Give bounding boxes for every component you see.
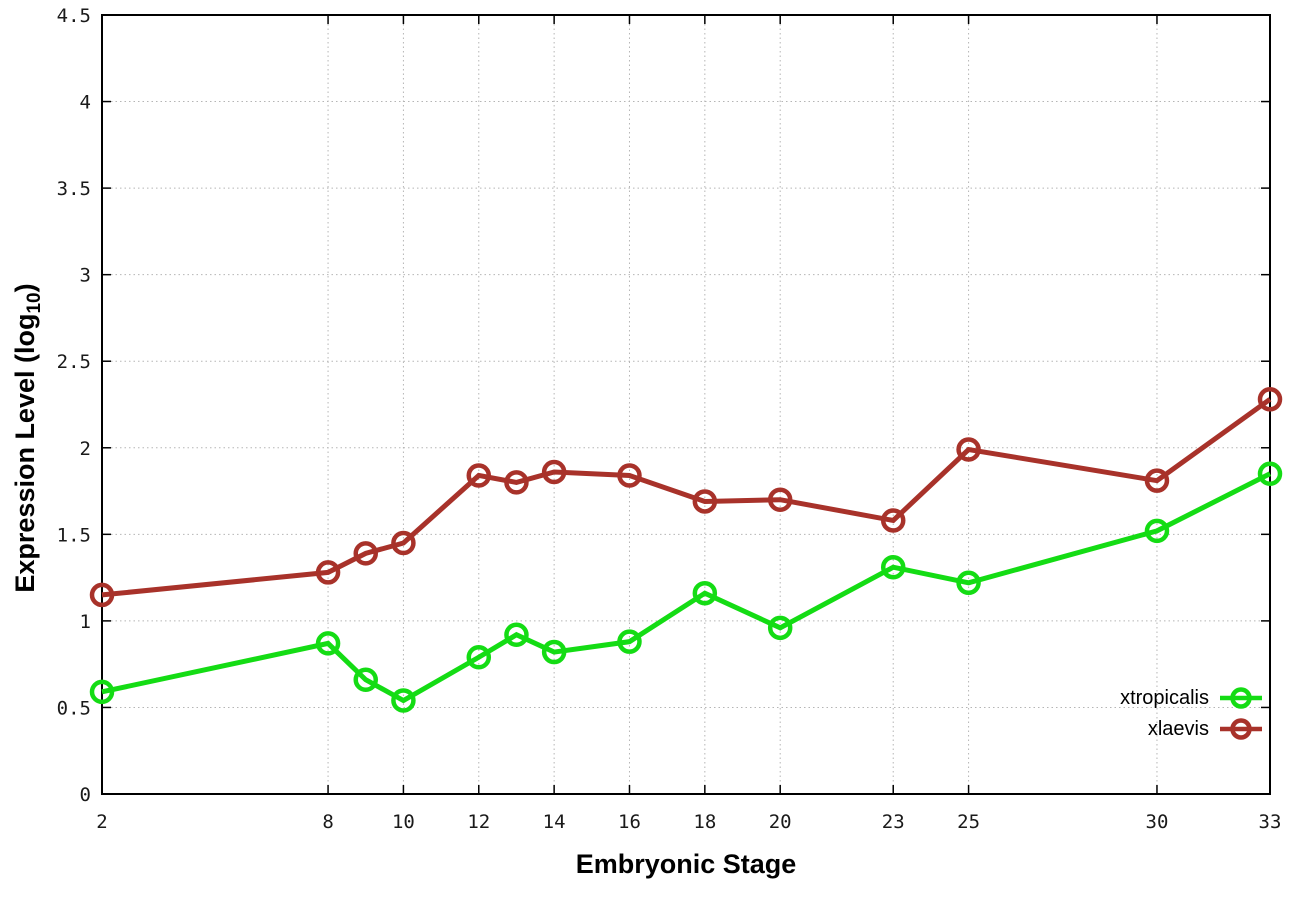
plot-frame bbox=[101, 14, 1271, 795]
data-point-xlaevis bbox=[956, 437, 981, 462]
data-point-xtropicalis bbox=[617, 629, 642, 654]
data-point-xlaevis bbox=[692, 489, 718, 514]
data-point-xtropicalis bbox=[353, 667, 378, 692]
x-tick-label: 30 bbox=[1146, 811, 1169, 833]
y-tick-label: 3 bbox=[80, 265, 91, 287]
data-point-xtropicalis bbox=[315, 631, 341, 656]
data-point-xlaevis bbox=[767, 487, 793, 512]
x-tick-label: 12 bbox=[467, 811, 490, 833]
data-point-xlaevis bbox=[1257, 387, 1283, 412]
data-point-xtropicalis bbox=[956, 570, 981, 596]
data-point-xtropicalis bbox=[466, 644, 492, 670]
series-line-xlaevis bbox=[101, 397, 1272, 598]
data-point-xlaevis bbox=[541, 459, 567, 485]
legend-sample-xtropicalis bbox=[1220, 687, 1262, 709]
x-tick-label: 20 bbox=[769, 811, 792, 833]
data-point-xtropicalis bbox=[1257, 461, 1283, 486]
y-axis-title-text: Expression Level (log bbox=[9, 313, 40, 593]
y-tick-label: 4.5 bbox=[57, 5, 91, 27]
data-point-xtropicalis bbox=[692, 580, 718, 606]
x-tick-label: 8 bbox=[322, 811, 333, 833]
legend-label: xlaevis bbox=[1147, 718, 1209, 740]
data-point-xtropicalis bbox=[1144, 518, 1170, 544]
y-tick-label: 0 bbox=[80, 784, 91, 806]
y-tick-label: 3.5 bbox=[57, 178, 91, 200]
legend-sample-xlaevis bbox=[1220, 718, 1262, 740]
legend-sample-marker bbox=[1230, 718, 1252, 740]
data-point-xlaevis bbox=[1144, 468, 1170, 493]
y-axis-title-close: ) bbox=[9, 283, 40, 293]
data-point-xlaevis bbox=[89, 582, 115, 608]
data-point-xtropicalis bbox=[89, 679, 115, 705]
x-axis-title-text: Embryonic Stage bbox=[575, 849, 797, 879]
x-tick-label: 2 bbox=[96, 811, 107, 833]
data-point-xtropicalis bbox=[541, 639, 567, 665]
y-tick-label: 0.5 bbox=[57, 697, 91, 719]
x-tick-label: 14 bbox=[543, 811, 566, 833]
legend-entry-xtropicalis: xtropicalis bbox=[1120, 684, 1264, 712]
data-point-xtropicalis bbox=[767, 615, 793, 641]
x-tick-label: 18 bbox=[693, 811, 716, 833]
y-tick-label: 2 bbox=[80, 438, 91, 460]
legend-sample-marker bbox=[1230, 687, 1252, 709]
x-tick-label: 23 bbox=[882, 811, 905, 833]
data-point-xlaevis bbox=[315, 560, 341, 585]
legend-label: xtropicalis bbox=[1120, 687, 1209, 709]
data-point-xtropicalis bbox=[504, 622, 529, 647]
data-point-xlaevis bbox=[617, 463, 642, 488]
legend: xtropicalis xlaevis bbox=[1120, 684, 1264, 743]
x-tick-label: 16 bbox=[618, 811, 641, 833]
legend-entry-xlaevis: xlaevis bbox=[1148, 715, 1264, 743]
x-tick-label: 25 bbox=[957, 811, 980, 833]
y-tick-label: 1.5 bbox=[57, 524, 91, 546]
data-point-xlaevis bbox=[880, 508, 906, 533]
x-tick-label: 10 bbox=[392, 811, 415, 833]
data-point-xtropicalis bbox=[880, 554, 906, 580]
data-point-xlaevis bbox=[391, 530, 416, 556]
y-axis-title-subscript: 10 bbox=[24, 292, 46, 314]
x-tick-label: 33 bbox=[1259, 811, 1282, 833]
data-point-xtropicalis bbox=[391, 688, 416, 713]
x-axis-title: Embryonic Stage bbox=[102, 849, 1270, 880]
y-axis-title: Expression Level (log10) bbox=[10, 283, 46, 592]
y-tick-label: 4 bbox=[80, 92, 91, 114]
y-tick-label: 1 bbox=[80, 611, 91, 633]
data-point-xlaevis bbox=[466, 463, 492, 488]
series-line-xtropicalis bbox=[101, 471, 1272, 704]
data-point-xlaevis bbox=[504, 470, 529, 495]
data-point-xlaevis bbox=[353, 541, 378, 566]
y-tick-label: 2.5 bbox=[57, 351, 91, 373]
